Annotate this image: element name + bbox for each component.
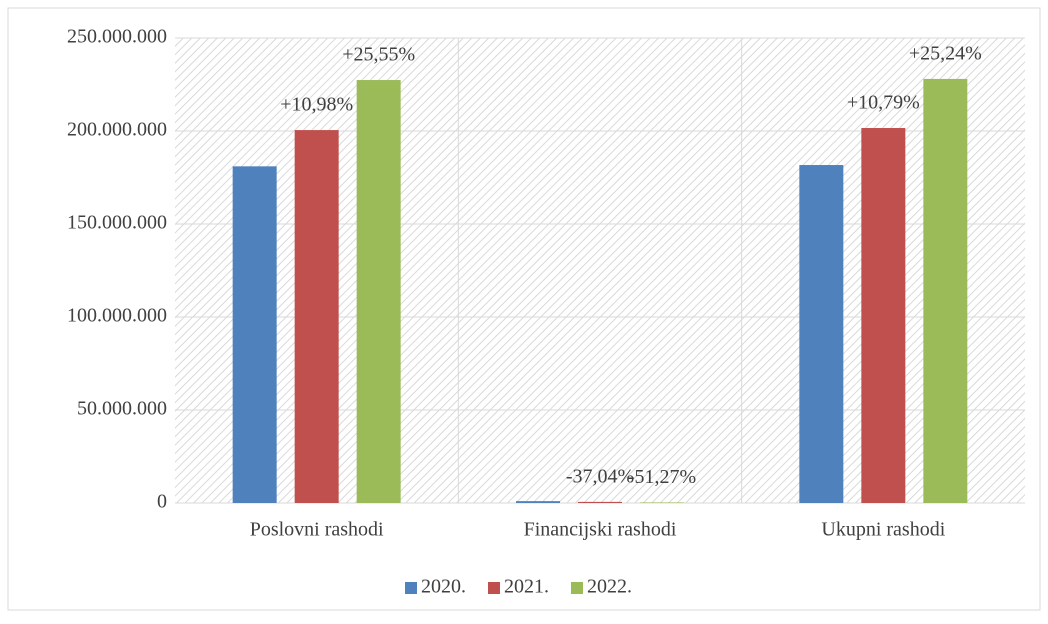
bar: [861, 128, 906, 504]
legend-label: 2021.: [504, 576, 549, 598]
y-tick-label: 150.000.000: [67, 212, 167, 234]
annotation: +25,55%: [342, 44, 415, 66]
y-tick-label: 0: [157, 491, 167, 513]
legend-label: 2022.: [587, 576, 632, 598]
annotation: +25,24%: [909, 43, 982, 65]
legend-swatch: [405, 582, 417, 594]
x-tick-label: Ukupni rashodi: [821, 519, 945, 541]
annotation: +10,79%: [847, 92, 920, 114]
legend-swatch: [571, 582, 583, 594]
y-tick-label: 200.000.000: [67, 119, 167, 141]
bar: [232, 166, 277, 503]
annotation: -37,04%: [566, 465, 634, 487]
y-tick-label: 250.000.000: [67, 26, 167, 48]
x-tick-label: Financijski rashodi: [524, 519, 677, 541]
annotation: +10,98%: [280, 94, 353, 116]
annotation: -51,27%: [628, 466, 696, 488]
y-tick-label: 100.000.000: [67, 305, 167, 327]
bar: [578, 501, 622, 503]
bar: [294, 130, 339, 503]
bar: [356, 80, 401, 503]
bar: [923, 78, 968, 504]
legend-label: 2020.: [421, 576, 466, 598]
x-tick-label: Poslovni rashodi: [250, 519, 384, 541]
bar: [799, 165, 844, 503]
bar: [516, 501, 560, 503]
legend-swatch: [488, 582, 500, 594]
y-tick-label: 50.000.000: [77, 398, 167, 420]
bar: [640, 502, 684, 503]
